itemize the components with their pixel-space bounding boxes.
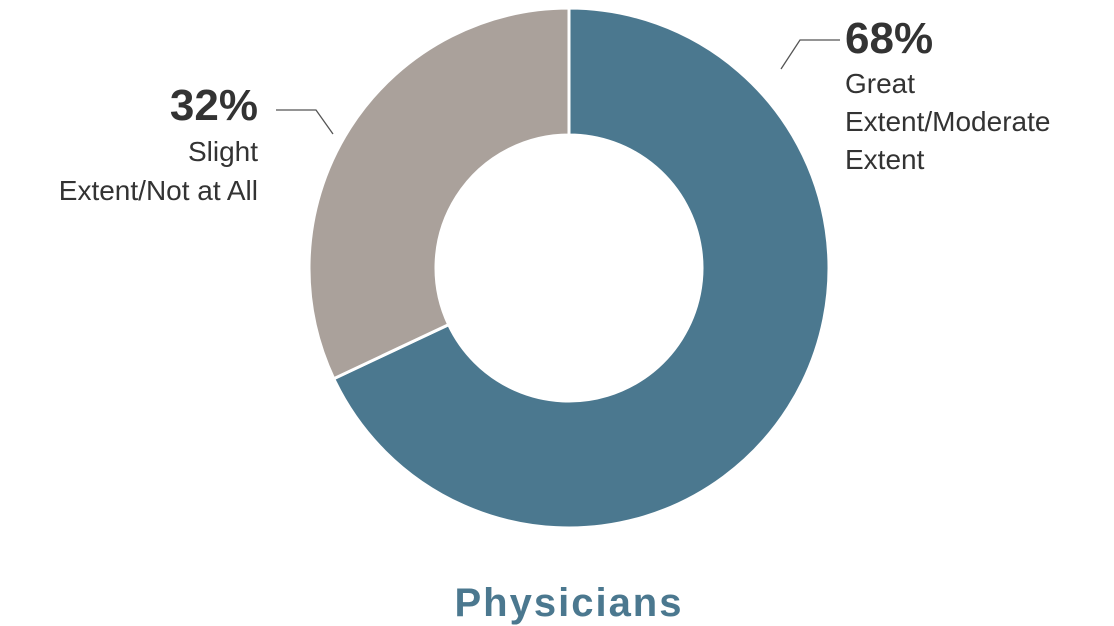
slice-category-label-great-moderate-line3: Extent (845, 144, 925, 175)
donut-slice-slight-not (307, 6, 571, 381)
chart-title: Physicians (454, 581, 683, 625)
donut-slice-great-moderate (331, 6, 831, 530)
slice-category-label-great-moderate-line2: Extent/Moderate (845, 106, 1050, 137)
slice-value-label-slight-not: 32% (170, 81, 258, 130)
slice-category-label-great-moderate-line1: Great (845, 68, 915, 99)
slice-value-label-great-moderate: 68% (845, 14, 933, 63)
leader-line-slight-not (276, 109, 334, 135)
donut-slices (307, 6, 831, 530)
slice-category-label-slight-not-line2: Extent/Not at All (59, 175, 258, 206)
slice-category-label-slight-not-line1: Slight (188, 136, 258, 167)
leader-line-great-moderate (780, 39, 840, 70)
